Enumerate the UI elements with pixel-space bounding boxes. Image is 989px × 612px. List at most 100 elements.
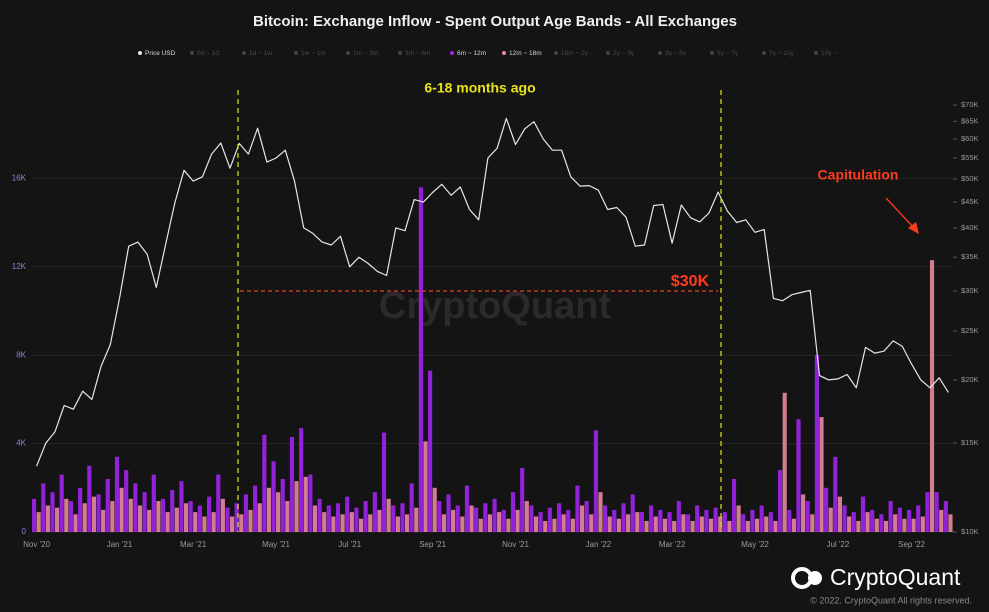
- bar: [736, 505, 741, 532]
- bar: [906, 509, 912, 532]
- y2-tick-label: $15K: [961, 438, 979, 447]
- bar: [699, 516, 704, 532]
- legend-label: 0d ~ 1d: [197, 50, 219, 57]
- bar: [731, 478, 737, 532]
- bar: [492, 498, 497, 532]
- bar: [299, 428, 304, 532]
- bar: [506, 518, 511, 532]
- legend-label: 2y ~ 3y: [613, 50, 635, 57]
- legend-label: 5y ~ 7y: [717, 50, 739, 57]
- legend-label: 1m ~ 3m: [353, 50, 378, 57]
- bar: [713, 507, 718, 532]
- bar: [216, 474, 221, 532]
- bar: [183, 503, 189, 532]
- bar: [639, 512, 645, 532]
- bar: [934, 492, 939, 532]
- bar: [787, 509, 792, 532]
- bar: [902, 518, 907, 532]
- bar: [681, 514, 686, 532]
- bar: [460, 516, 465, 532]
- x-tick-label: Jul '21: [338, 540, 361, 549]
- x-tick-label: Jan '22: [586, 540, 612, 549]
- bar: [59, 474, 64, 532]
- bar: [354, 507, 359, 532]
- bar: [326, 505, 331, 532]
- bar: [432, 487, 437, 532]
- legend-marker: [606, 51, 610, 55]
- bar: [929, 260, 935, 532]
- bar: [782, 392, 787, 532]
- bar: [151, 474, 156, 532]
- bar: [824, 487, 829, 532]
- bar: [759, 505, 764, 532]
- bar: [441, 514, 446, 532]
- bar: [805, 501, 810, 532]
- bar: [888, 501, 893, 532]
- y-tick-label: 16K: [12, 174, 27, 183]
- y2-tick-label: $30K: [961, 286, 979, 295]
- bar: [893, 514, 898, 532]
- y-tick-label: 4K: [16, 439, 26, 448]
- bar: [358, 518, 364, 532]
- bar: [543, 520, 548, 532]
- bar: [612, 509, 617, 532]
- bar: [575, 485, 580, 532]
- bar: [538, 512, 543, 532]
- watermark: CryptoQuant: [379, 285, 612, 327]
- bar: [533, 516, 539, 532]
- bar: [105, 478, 110, 532]
- bar: [916, 505, 921, 532]
- bar: [239, 514, 244, 532]
- legend-marker: [502, 51, 506, 55]
- bar: [570, 518, 575, 532]
- legend-marker: [710, 51, 714, 55]
- bar: [754, 518, 760, 532]
- bar: [248, 509, 253, 532]
- legend-marker: [138, 51, 142, 55]
- bar: [810, 514, 815, 532]
- bar: [474, 507, 479, 532]
- bar: [414, 507, 419, 532]
- bar: [589, 514, 594, 532]
- bar: [114, 456, 120, 532]
- bar: [418, 187, 423, 533]
- bar: [179, 481, 184, 532]
- bar: [289, 436, 295, 532]
- bar: [160, 498, 166, 532]
- bar: [276, 492, 281, 532]
- y2-tick-label: $20K: [961, 375, 979, 384]
- bar: [796, 419, 801, 532]
- bar: [837, 496, 843, 532]
- x-tick-label: Nov '21: [502, 540, 529, 549]
- y2-tick-label: $55K: [961, 153, 979, 162]
- bar: [266, 487, 271, 532]
- x-tick-label: Sep '21: [419, 540, 446, 549]
- bar: [405, 514, 410, 532]
- bar: [833, 456, 838, 532]
- x-tick-label: Jul '22: [826, 540, 849, 549]
- bar: [128, 498, 133, 532]
- bar: [672, 520, 677, 532]
- bar: [649, 505, 654, 532]
- bar: [478, 518, 483, 532]
- bar: [819, 417, 824, 532]
- bar: [925, 492, 930, 532]
- legend-marker: [398, 51, 402, 55]
- bar: [722, 512, 727, 532]
- y2-tick-label: $60K: [961, 134, 979, 143]
- bar: [579, 505, 585, 532]
- bar: [764, 516, 769, 532]
- bar: [55, 507, 60, 532]
- bar: [662, 518, 668, 532]
- bar: [377, 509, 382, 532]
- bar: [718, 516, 723, 532]
- bar: [68, 501, 73, 532]
- bar: [225, 507, 230, 532]
- y2-tick-label: $25K: [961, 326, 979, 335]
- bar: [828, 507, 833, 532]
- bar: [708, 518, 714, 532]
- legend-marker: [242, 51, 246, 55]
- bar: [690, 520, 695, 532]
- bar: [142, 492, 147, 532]
- x-tick-label: May '22: [741, 540, 769, 549]
